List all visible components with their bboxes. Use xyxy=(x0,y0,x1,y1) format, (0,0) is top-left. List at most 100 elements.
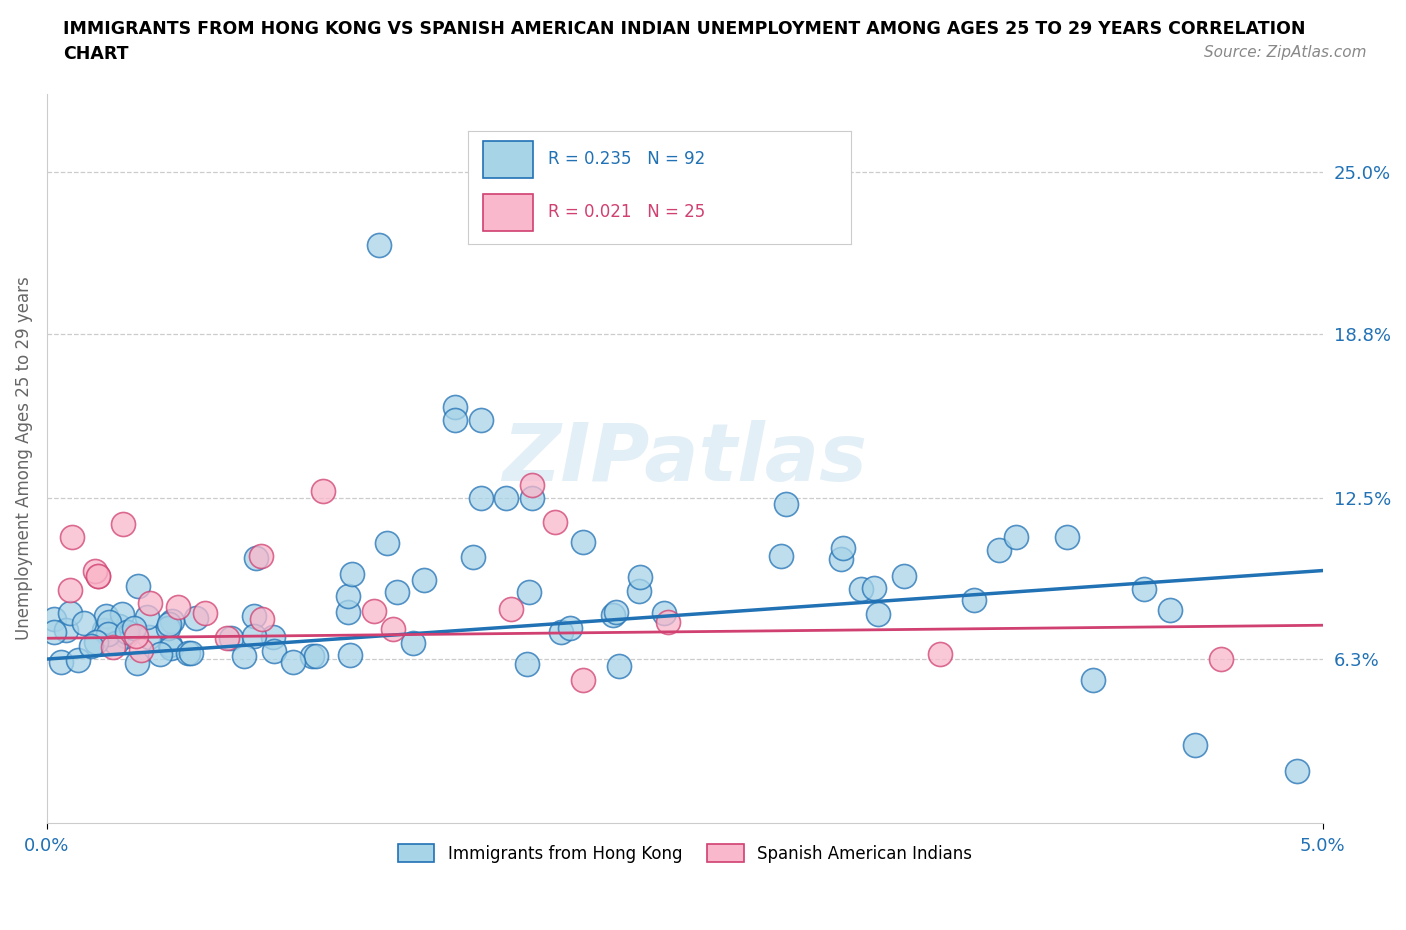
Point xyxy=(1286,764,1309,778)
Point xyxy=(444,412,467,427)
Point xyxy=(382,622,405,637)
Point xyxy=(55,623,77,638)
Point xyxy=(180,645,202,660)
Point xyxy=(1005,529,1028,544)
Point xyxy=(893,568,915,583)
Point xyxy=(263,644,285,658)
Point xyxy=(59,582,82,597)
Point xyxy=(60,529,83,544)
Point xyxy=(138,630,160,644)
Legend: Immigrants from Hong Kong, Spanish American Indians: Immigrants from Hong Kong, Spanish Ameri… xyxy=(391,838,979,870)
Point xyxy=(177,645,200,660)
Point xyxy=(607,658,630,673)
Point xyxy=(571,672,593,687)
Point xyxy=(245,551,267,565)
Point xyxy=(520,477,543,492)
Text: IMMIGRANTS FROM HONG KONG VS SPANISH AMERICAN INDIAN UNEMPLOYMENT AMONG AGES 25 : IMMIGRANTS FROM HONG KONG VS SPANISH AME… xyxy=(63,20,1306,38)
Point xyxy=(602,608,624,623)
Point xyxy=(84,564,107,578)
Point xyxy=(84,634,107,649)
Point xyxy=(387,584,409,599)
Point xyxy=(194,605,217,620)
Point xyxy=(367,238,389,253)
Point xyxy=(849,581,872,596)
Text: CHART: CHART xyxy=(63,45,129,62)
Point xyxy=(657,615,679,630)
Point xyxy=(125,629,148,644)
Point xyxy=(1159,602,1181,617)
Point xyxy=(342,566,364,581)
Point xyxy=(1209,652,1232,667)
Point xyxy=(66,652,89,667)
Point xyxy=(363,604,385,618)
Point xyxy=(44,612,66,627)
Point xyxy=(929,646,952,661)
Point xyxy=(463,550,485,565)
Point xyxy=(830,551,852,566)
Point xyxy=(159,637,181,652)
Point xyxy=(558,620,581,635)
Point xyxy=(250,612,273,627)
Point xyxy=(495,490,517,505)
Point xyxy=(987,542,1010,557)
Point xyxy=(963,592,986,607)
Point xyxy=(866,606,889,621)
Point xyxy=(470,490,492,505)
Point xyxy=(149,646,172,661)
Point xyxy=(470,412,492,427)
Point xyxy=(572,534,595,549)
Point xyxy=(73,615,96,630)
Point xyxy=(186,611,208,626)
Point xyxy=(217,631,239,645)
Point xyxy=(114,629,136,644)
Point xyxy=(44,624,66,639)
Point xyxy=(108,618,131,633)
Point xyxy=(377,536,399,551)
Point xyxy=(115,624,138,639)
Point xyxy=(49,655,72,670)
Point xyxy=(301,648,323,663)
Point xyxy=(58,605,80,620)
Point xyxy=(87,568,110,583)
Point xyxy=(831,540,853,555)
Point xyxy=(157,617,180,631)
Point xyxy=(104,636,127,651)
Point xyxy=(232,648,254,663)
Point xyxy=(79,639,101,654)
Point xyxy=(543,514,565,529)
Point xyxy=(101,640,124,655)
Point xyxy=(112,516,135,531)
Point xyxy=(122,621,145,636)
Point xyxy=(283,655,305,670)
Point xyxy=(336,604,359,619)
Point xyxy=(167,599,190,614)
Text: Source: ZipAtlas.com: Source: ZipAtlas.com xyxy=(1204,45,1367,60)
Point xyxy=(339,647,361,662)
Point xyxy=(550,624,572,639)
Point xyxy=(262,630,284,644)
Point xyxy=(1081,672,1104,687)
Point xyxy=(770,549,793,564)
Point xyxy=(312,484,335,498)
Point xyxy=(402,635,425,650)
Point xyxy=(517,585,540,600)
Point xyxy=(336,589,359,604)
Point xyxy=(775,497,797,512)
Point xyxy=(243,608,266,623)
Point xyxy=(628,584,651,599)
Point xyxy=(160,614,183,629)
Point xyxy=(156,620,179,635)
Point xyxy=(242,629,264,644)
Point xyxy=(305,648,328,663)
Point xyxy=(1133,581,1156,596)
Point xyxy=(1056,529,1078,544)
Point xyxy=(219,631,242,645)
Point xyxy=(863,581,886,596)
Point xyxy=(250,549,273,564)
Point xyxy=(605,604,627,619)
Point xyxy=(94,608,117,623)
Point xyxy=(515,657,537,671)
Point xyxy=(628,569,651,584)
Point xyxy=(97,615,120,630)
Point xyxy=(136,610,159,625)
